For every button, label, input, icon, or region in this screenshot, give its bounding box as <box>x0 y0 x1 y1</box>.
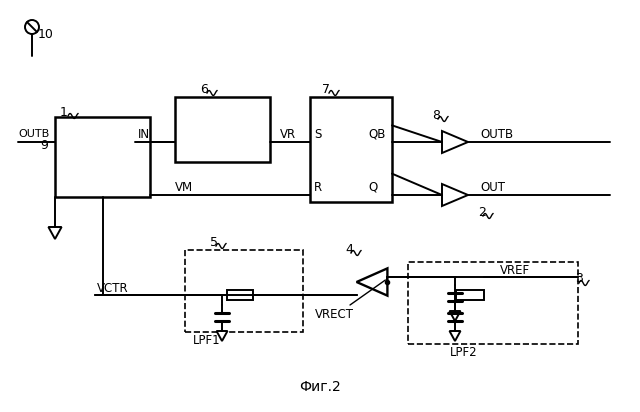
Text: OUT: OUT <box>480 180 505 194</box>
Polygon shape <box>49 227 61 239</box>
Text: VR: VR <box>280 127 296 140</box>
Bar <box>185 250 303 332</box>
Text: 9: 9 <box>40 138 48 152</box>
Text: LPF2: LPF2 <box>450 346 477 359</box>
Polygon shape <box>216 331 227 341</box>
Polygon shape <box>449 331 461 341</box>
Bar <box>408 262 578 344</box>
Bar <box>310 97 392 202</box>
Polygon shape <box>449 311 461 321</box>
Text: VREF: VREF <box>500 265 530 278</box>
Text: 2: 2 <box>478 206 486 218</box>
Polygon shape <box>356 268 387 296</box>
Text: Фиг.2: Фиг.2 <box>299 380 341 394</box>
Text: 10: 10 <box>38 28 54 40</box>
Bar <box>227 290 253 300</box>
Polygon shape <box>442 184 468 206</box>
Polygon shape <box>442 131 468 153</box>
Text: 5: 5 <box>210 236 218 248</box>
Text: LPF1: LPF1 <box>193 334 221 347</box>
Text: Q: Q <box>368 180 377 194</box>
Circle shape <box>25 20 39 34</box>
Text: 1: 1 <box>60 105 68 119</box>
Text: 6: 6 <box>200 82 208 96</box>
Text: 4: 4 <box>345 243 353 255</box>
Text: R: R <box>314 180 322 194</box>
Bar <box>175 97 270 162</box>
Bar <box>456 290 484 300</box>
Text: 3: 3 <box>575 272 583 286</box>
Text: IN: IN <box>138 127 150 140</box>
Text: 7: 7 <box>322 82 330 96</box>
Text: 8: 8 <box>432 108 440 122</box>
Text: VRECT: VRECT <box>315 309 354 321</box>
Text: VM: VM <box>175 180 193 194</box>
Text: S: S <box>314 127 321 140</box>
Text: QB: QB <box>368 127 385 140</box>
Text: VCTR: VCTR <box>97 283 129 295</box>
Text: OUTB: OUTB <box>480 127 513 140</box>
Text: OUTB: OUTB <box>18 129 49 139</box>
Bar <box>55 117 150 197</box>
